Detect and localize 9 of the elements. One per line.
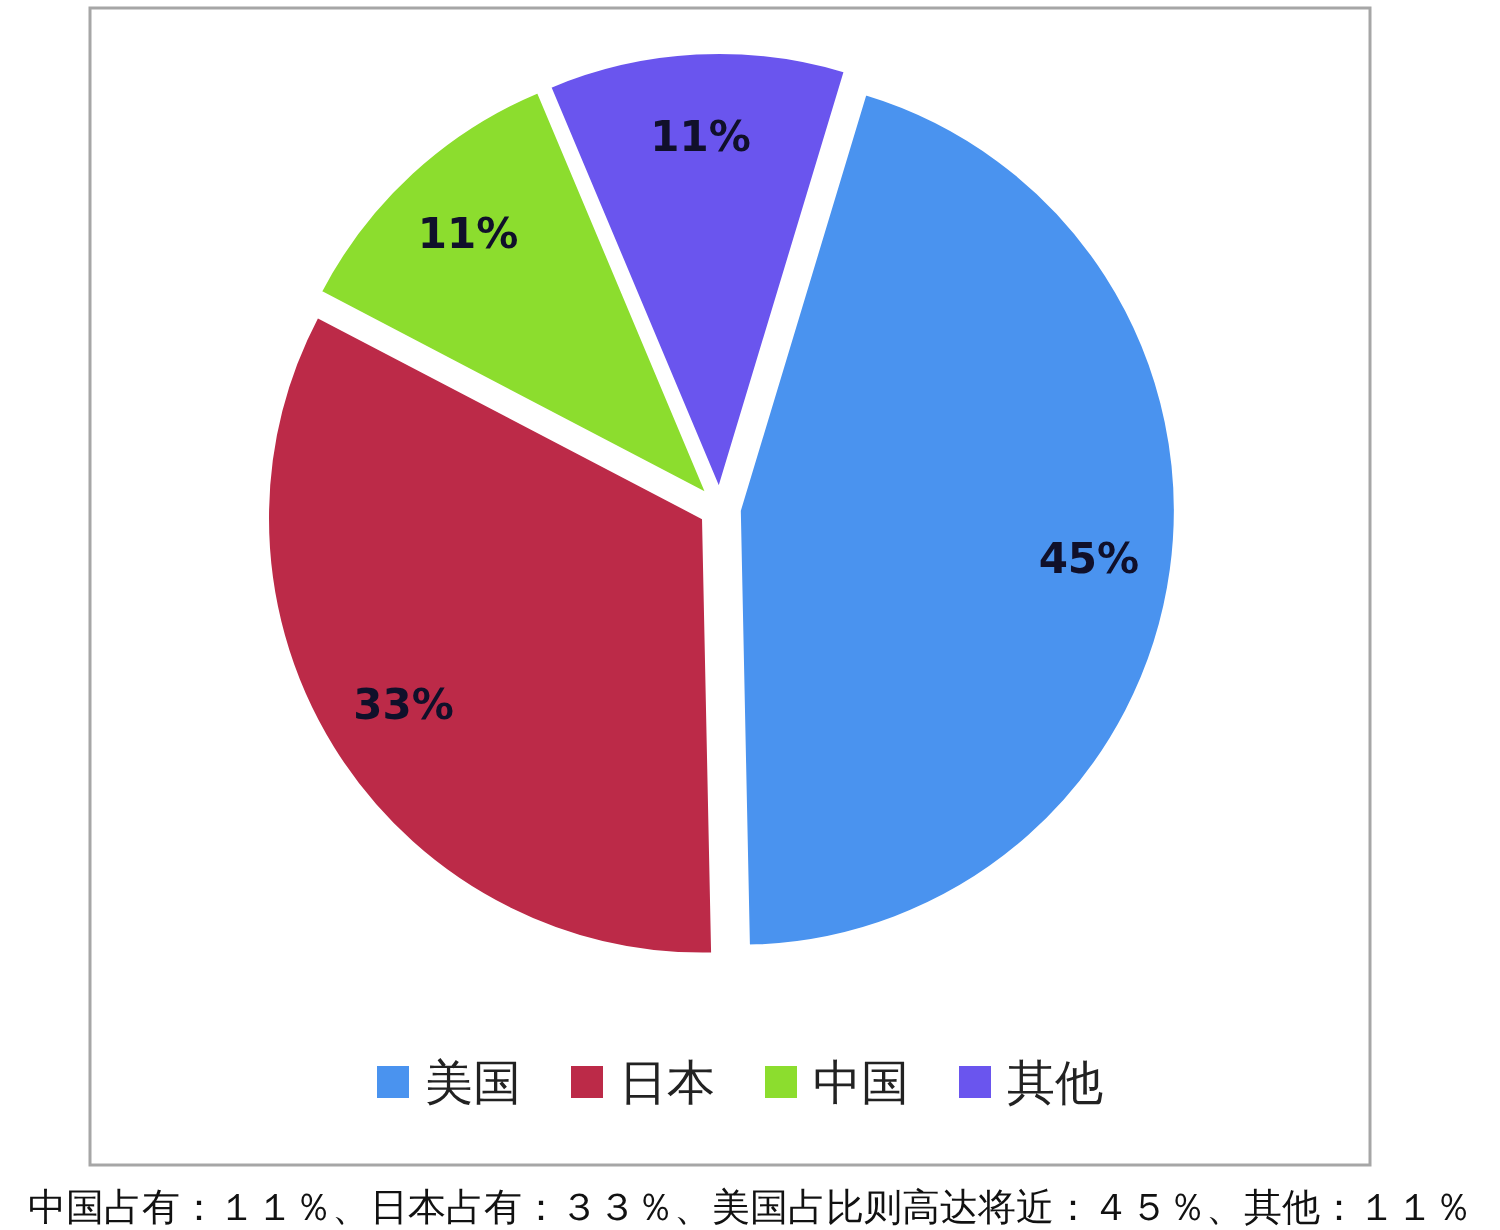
data-label: 33% (353, 679, 454, 729)
legend-label: 美国 (425, 1054, 521, 1110)
legend-label: 日本 (619, 1054, 715, 1110)
data-label: 45% (1038, 534, 1140, 584)
data-label: 11% (417, 209, 519, 259)
legend-label: 中国 (813, 1054, 909, 1110)
data-label: 11% (650, 111, 751, 161)
text: 中国占有：１１％、日本占有：３３％、美国占比则高达将近：４５％、其他：１１％ (28, 1185, 1472, 1229)
legend-label: 其他 (1007, 1054, 1103, 1110)
